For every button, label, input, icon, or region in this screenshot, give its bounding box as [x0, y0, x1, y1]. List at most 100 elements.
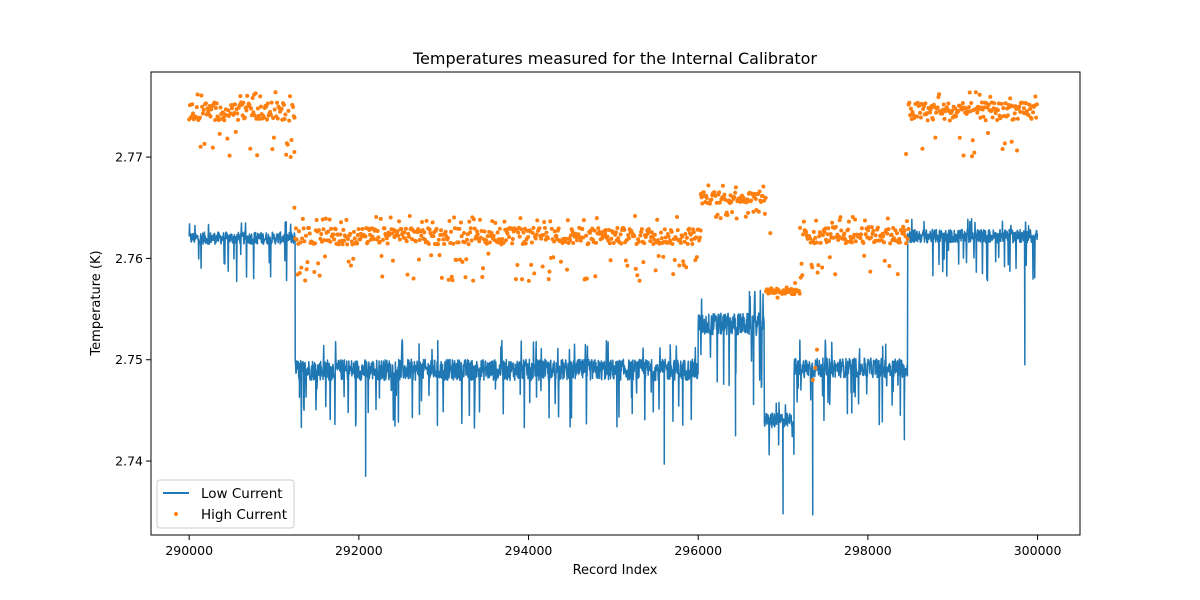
high-current-point — [530, 230, 535, 235]
high-current-point — [725, 213, 730, 218]
high-current-point — [274, 100, 279, 105]
high-current-point — [338, 232, 343, 237]
high-current-point — [253, 91, 258, 96]
high-current-point — [244, 108, 249, 113]
high-current-point — [549, 226, 554, 231]
high-current-point — [303, 233, 308, 238]
high-current-point — [968, 109, 973, 114]
high-current-point — [410, 237, 415, 242]
high-current-point — [653, 268, 658, 273]
high-current-point — [195, 92, 200, 97]
high-current-point — [704, 196, 709, 201]
high-current-point — [1017, 104, 1022, 109]
high-current-point — [526, 234, 531, 239]
high-current-point — [792, 292, 797, 297]
high-current-point — [294, 237, 299, 242]
high-current-point — [715, 212, 720, 217]
high-current-point — [460, 259, 465, 264]
y-axis-label: Temperature (K) — [89, 250, 104, 356]
high-current-point — [652, 237, 657, 242]
high-current-point — [1034, 102, 1039, 107]
high-current-point — [419, 219, 424, 224]
high-current-point — [348, 231, 353, 236]
high-current-point — [970, 138, 975, 143]
high-current-point — [382, 226, 387, 231]
high-current-point — [1029, 116, 1034, 121]
high-current-point — [906, 227, 911, 232]
high-current-point — [287, 94, 292, 99]
high-current-point — [236, 117, 241, 122]
high-current-point — [493, 220, 498, 225]
high-current-point — [390, 231, 395, 236]
high-current-point — [603, 231, 608, 236]
high-current-point — [318, 236, 323, 241]
high-current-point — [869, 225, 874, 230]
high-current-point — [837, 218, 842, 223]
high-current-point — [232, 102, 237, 107]
high-current-point — [238, 94, 243, 99]
high-current-point — [197, 115, 202, 120]
high-current-point — [554, 233, 559, 238]
high-current-point — [407, 213, 412, 218]
high-current-point — [904, 241, 909, 246]
high-current-point — [586, 241, 591, 246]
high-current-point — [281, 102, 286, 107]
high-current-point — [497, 226, 502, 231]
high-current-point — [966, 105, 971, 110]
high-current-point — [242, 115, 247, 120]
high-current-point — [467, 219, 472, 224]
high-current-point — [801, 232, 806, 237]
high-current-point — [858, 236, 863, 241]
high-current-point — [222, 118, 227, 123]
high-current-point — [895, 231, 899, 236]
high-current-point — [552, 239, 557, 244]
high-current-point — [416, 257, 421, 262]
high-current-point — [323, 254, 328, 259]
high-current-point — [759, 200, 764, 205]
high-current-point — [596, 226, 601, 231]
high-current-point — [542, 226, 547, 231]
high-current-point — [213, 106, 218, 111]
high-current-point — [360, 226, 365, 231]
high-current-point — [471, 278, 476, 283]
high-current-point — [210, 145, 215, 150]
high-current-point — [395, 229, 400, 234]
high-current-point — [471, 217, 476, 222]
high-current-point — [741, 195, 746, 200]
high-current-point — [523, 241, 528, 246]
high-current-point — [999, 101, 1004, 106]
high-current-point — [986, 102, 991, 107]
high-current-point — [574, 238, 579, 243]
high-current-point — [931, 117, 936, 122]
high-current-point — [793, 280, 798, 285]
high-current-point — [249, 113, 254, 118]
high-current-point — [450, 278, 455, 283]
high-current-point — [940, 111, 945, 116]
high-current-point — [887, 263, 892, 268]
high-current-point — [698, 228, 703, 233]
high-current-point — [995, 117, 1000, 122]
high-current-point — [304, 267, 309, 272]
high-current-point — [251, 110, 256, 115]
high-current-point — [651, 241, 656, 246]
high-current-point — [905, 236, 910, 241]
high-current-point — [1028, 106, 1033, 111]
high-current-point — [816, 263, 821, 268]
high-current-point — [252, 113, 257, 118]
high-current-point — [489, 230, 494, 235]
high-current-point — [217, 131, 222, 136]
high-current-point — [465, 237, 470, 242]
high-current-point — [814, 240, 819, 245]
high-current-point — [429, 253, 434, 258]
high-current-point — [733, 185, 738, 190]
high-current-point — [925, 118, 930, 123]
high-current-point — [833, 272, 838, 277]
high-current-point — [297, 229, 302, 234]
high-current-point — [326, 229, 331, 234]
high-current-point — [547, 269, 552, 274]
high-current-point — [255, 106, 260, 111]
high-current-point — [581, 235, 586, 240]
high-current-point — [302, 239, 307, 244]
high-current-point — [225, 136, 230, 141]
high-current-point — [413, 239, 418, 244]
